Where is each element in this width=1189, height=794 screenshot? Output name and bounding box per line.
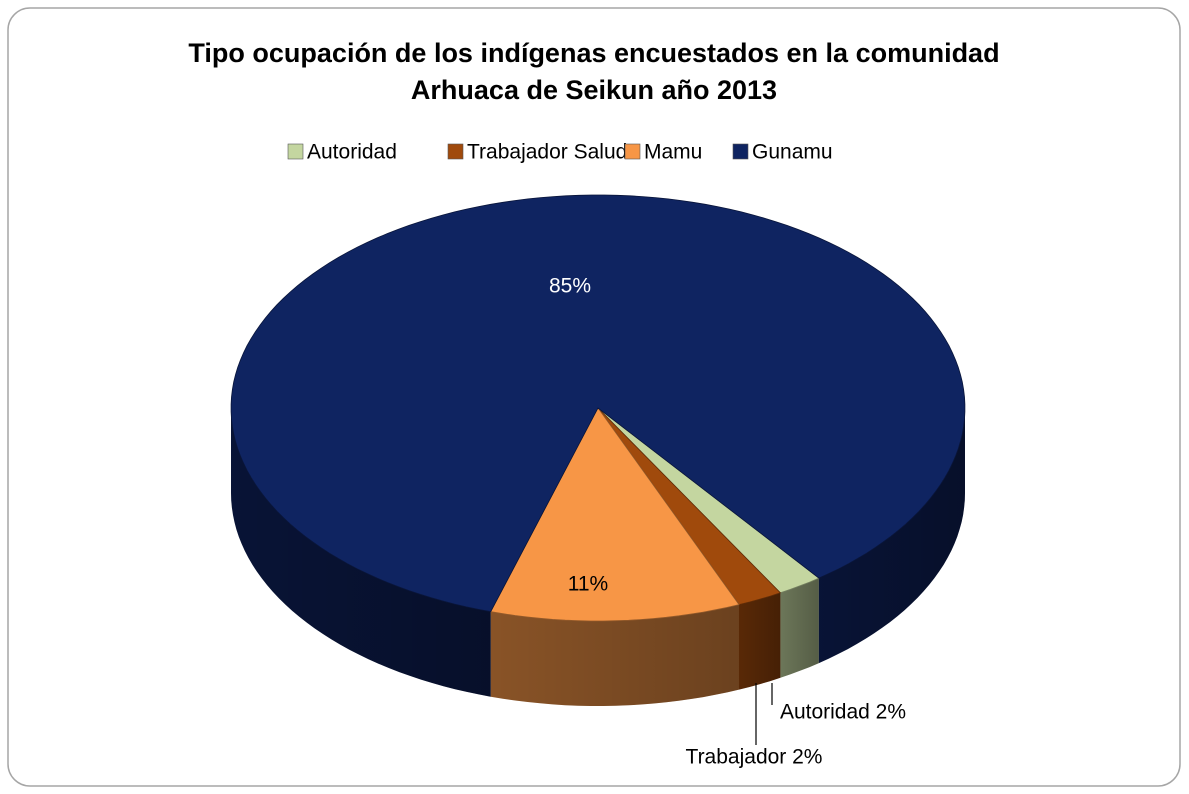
chart-title: Arhuaca de Seikun año 2013 (411, 75, 777, 105)
legend-swatch (447, 143, 464, 160)
legend-swatch (732, 143, 749, 160)
data-label: 11% (568, 573, 608, 596)
data-label: Autoridad 2% (780, 701, 906, 724)
pie-slice (230, 194, 966, 613)
slice-side-shade (780, 578, 819, 678)
slice-side-shade (739, 592, 781, 690)
legend-swatch (287, 143, 304, 160)
legend-swatch (624, 143, 641, 160)
data-label: 85% (549, 275, 591, 298)
pie-slice (490, 407, 740, 622)
slice-side-shade (490, 604, 739, 706)
legend-label: Autoridad (307, 141, 397, 164)
legend-label: Gunamu (752, 141, 833, 164)
data-label: Trabajador 2% (686, 746, 823, 769)
chart-title: Tipo ocupación de los indígenas encuesta… (188, 38, 999, 68)
slice-side-shade (231, 408, 491, 697)
legend-label: Trabajador Salud (467, 141, 627, 164)
legend-label: Mamu (644, 141, 702, 164)
